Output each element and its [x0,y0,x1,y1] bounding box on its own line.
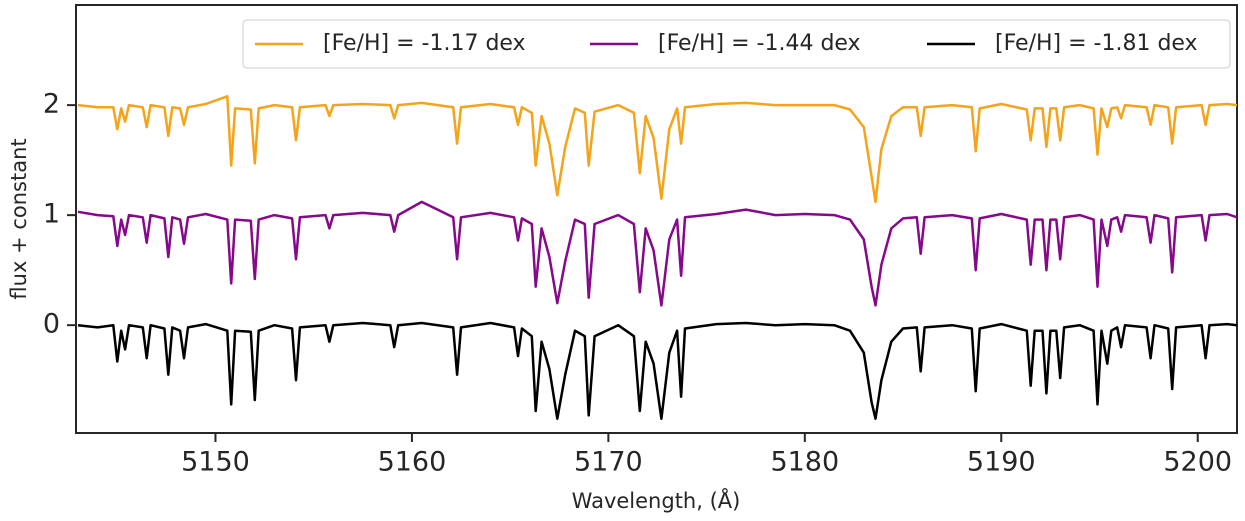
x-tick-label: 5200 [1163,447,1232,478]
legend-label: [Fe/H] = -1.17 dex [323,31,526,56]
plot-frame [75,4,1238,434]
legend-label: [Fe/H] = -1.44 dex [658,31,861,56]
x-tick-label: 5150 [181,447,250,478]
spectrum-line [77,95,1238,204]
y-tick-label: 1 [43,199,60,230]
legend-label: [Fe/H] = -1.81 dex [995,31,1198,56]
x-tick-label: 5160 [378,447,447,478]
y-tick-label: 2 [43,89,60,120]
y-tick-label: 0 [43,309,60,340]
x-axis-label: Wavelength, (Å) [572,487,741,513]
x-tick-label: 5170 [574,447,643,478]
x-tick-label: 5180 [770,447,839,478]
y-axis-label: flux + constant [7,138,31,299]
spectrum-line [77,200,1238,307]
legend-box [242,19,1231,69]
x-tick-label: 5190 [967,447,1036,478]
spectrum-line [77,321,1238,420]
